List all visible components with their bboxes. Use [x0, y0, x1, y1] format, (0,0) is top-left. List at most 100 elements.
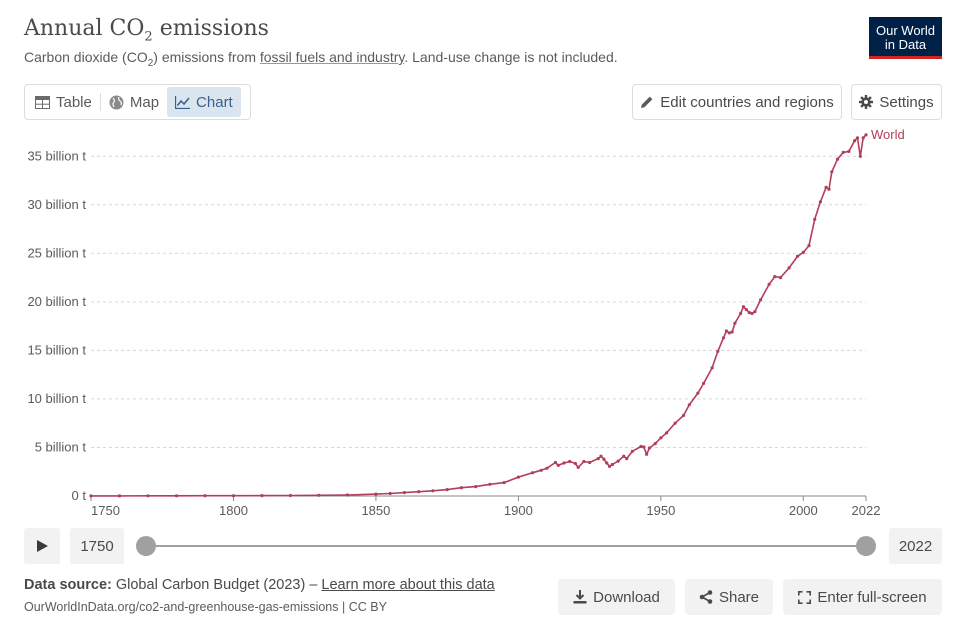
data-point: [625, 457, 629, 461]
data-point: [605, 461, 609, 465]
x-tick-label: 1950: [646, 503, 675, 518]
data-point: [556, 463, 560, 467]
data-point: [545, 466, 549, 470]
data-point: [855, 136, 860, 140]
share-button[interactable]: Share: [685, 579, 773, 615]
data-point: [608, 464, 612, 468]
data-point: [830, 170, 834, 174]
learn-more-link[interactable]: Learn more about this data: [321, 577, 495, 593]
edit-countries-button[interactable]: Edit countries and regions: [632, 84, 842, 120]
data-point: [687, 403, 691, 407]
tab-divider: [99, 93, 101, 111]
data-point: [402, 491, 406, 495]
data-point: [573, 461, 578, 466]
data-point: [616, 459, 620, 463]
y-tick-label: 15 billion t: [27, 342, 86, 357]
data-point: [864, 133, 868, 137]
data-point: [702, 381, 706, 385]
data-point: [750, 311, 754, 316]
data-point: [630, 449, 635, 453]
data-point: [582, 459, 586, 464]
data-point: [562, 461, 566, 465]
logo-accent-bar: [869, 56, 942, 59]
data-point: [502, 481, 506, 485]
line-chart-icon: [175, 95, 191, 109]
y-tick-label: 30 billion t: [27, 197, 86, 212]
data-point: [417, 490, 421, 494]
x-tick-label: 1850: [361, 503, 390, 518]
data-point: [747, 310, 751, 315]
tab-table-label: Table: [56, 93, 92, 111]
series-label-world: World: [871, 127, 905, 142]
timeline-end-handle[interactable]: [856, 536, 876, 556]
data-point: [724, 329, 729, 333]
data-point: [345, 493, 349, 497]
data-point: [796, 254, 800, 258]
fossil-fuels-link[interactable]: fossil fuels and industry: [259, 49, 405, 65]
data-point: [388, 491, 392, 496]
data-point: [659, 436, 663, 440]
y-tick-label: 10 billion t: [27, 391, 86, 406]
data-point: [665, 431, 669, 435]
data-point: [818, 200, 823, 204]
view-tabs: Table Map Chart: [24, 84, 251, 120]
data-point: [117, 494, 122, 498]
data-point: [288, 493, 292, 498]
x-tick-label: 1900: [504, 503, 533, 518]
data-point: [622, 454, 626, 458]
tab-chart[interactable]: Chart: [167, 87, 241, 117]
data-point: [741, 305, 746, 309]
data-point: [610, 462, 615, 467]
data-point: [835, 157, 840, 161]
timeline-start-label[interactable]: 1750: [70, 528, 124, 564]
tab-table[interactable]: Table: [27, 87, 100, 117]
gear-icon: [859, 95, 874, 109]
tab-map[interactable]: Map: [101, 87, 167, 117]
edit-countries-label: Edit countries and regions: [660, 93, 834, 111]
data-point: [645, 452, 649, 456]
data-point: [146, 494, 150, 498]
data-point: [733, 321, 737, 325]
fullscreen-label: Enter full-screen: [817, 588, 927, 606]
fullscreen-button[interactable]: Enter full-screen: [783, 579, 942, 615]
data-point: [203, 494, 207, 498]
timeline-start-handle[interactable]: [136, 536, 156, 556]
data-point: [588, 460, 592, 465]
data-point: [174, 494, 179, 498]
data-point: [696, 391, 700, 395]
data-point: [824, 185, 828, 189]
data-point: [744, 308, 748, 312]
y-tick-label: 35 billion t: [27, 148, 86, 163]
data-point: [767, 282, 771, 286]
data-point: [516, 475, 521, 479]
x-tick-label: 2022: [852, 503, 881, 518]
data-point: [858, 154, 862, 158]
data-point: [773, 275, 777, 279]
share-icon: [699, 590, 713, 604]
download-icon: [573, 590, 587, 604]
data-point: [596, 457, 600, 461]
data-point: [682, 413, 686, 417]
table-icon: [35, 95, 50, 109]
data-point: [727, 331, 731, 335]
timeline-track[interactable]: [146, 545, 866, 547]
download-button[interactable]: Download: [558, 579, 675, 615]
data-point: [753, 310, 757, 314]
pencil-icon: [641, 96, 653, 108]
timeline-end-label[interactable]: 2022: [889, 528, 942, 564]
data-point: [813, 217, 817, 221]
x-tick-label: 1800: [219, 503, 248, 518]
source-url: OurWorldInData.org/co2-and-greenhouse-ga…: [24, 600, 387, 614]
data-source: Data source: Global Carbon Budget (2023)…: [24, 577, 495, 593]
data-point: [739, 311, 743, 316]
data-point: [853, 139, 857, 143]
data-point: [710, 366, 714, 370]
settings-button[interactable]: Settings: [851, 84, 942, 120]
data-point: [639, 444, 643, 449]
data-point: [730, 330, 734, 334]
owid-logo[interactable]: Our World in Data: [869, 17, 942, 59]
tab-chart-label: Chart: [196, 93, 233, 111]
data-point: [827, 187, 831, 191]
play-button[interactable]: [24, 528, 60, 564]
data-point: [374, 492, 378, 496]
